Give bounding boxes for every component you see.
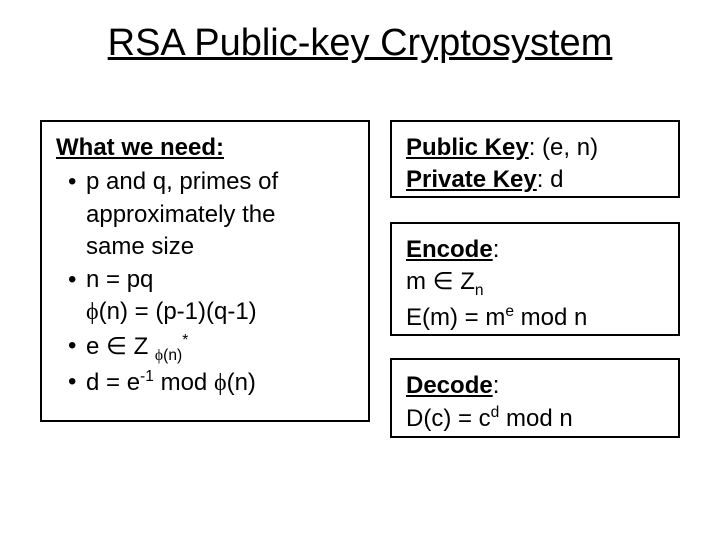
private-key-value: : d — [537, 166, 564, 193]
phi-eq: (n) = (p-1)(q-1) — [99, 298, 257, 325]
slide: RSA Public-key Cryptosystem What we need… — [0, 0, 720, 540]
encode-box: Encode: m ∈ Zn E(m) = me mod n — [390, 222, 680, 336]
phi-symbol-1: ϕ — [86, 299, 99, 325]
d-mid: mod — [154, 369, 214, 396]
need-item-primes: p and q, primes of approximately the sam… — [68, 166, 354, 263]
what-we-need-heading-text: What we need: — [56, 134, 224, 161]
decode-dc-pre: D(c) = c — [406, 405, 491, 432]
encode-label: Encode — [406, 236, 493, 263]
decode-heading: Decode: — [406, 370, 664, 402]
d-sup: -1 — [140, 368, 154, 385]
need-list: p and q, primes of approximately the sam… — [56, 166, 354, 296]
encode-em-pre: E(m) = m — [406, 304, 505, 331]
encode-elem: ∈ — [433, 269, 454, 295]
e-post: Z — [127, 333, 155, 360]
d-pre: d = e — [86, 369, 140, 396]
need-primes-line3: same size — [86, 233, 194, 260]
what-we-need-box: What we need: p and q, primes of approxi… — [40, 120, 370, 422]
encode-colon: : — [493, 236, 500, 263]
decode-dc-post: mod n — [499, 405, 572, 432]
slide-title: RSA Public-key Cryptosystem — [0, 22, 720, 65]
public-key-label: Public Key — [406, 134, 529, 161]
encode-m-post: Z — [454, 268, 475, 295]
encode-m-pre: m — [406, 268, 433, 295]
keys-box: Public Key: (e, n) Private Key: d — [390, 120, 680, 198]
encode-line2: E(m) = me mod n — [406, 301, 664, 334]
decode-box: Decode: D(c) = cd mod n — [390, 358, 680, 438]
need-primes-line1: p and q, primes of — [86, 168, 278, 195]
decode-line1: D(c) = cd mod n — [406, 402, 664, 435]
need-list-2: e ∈ Z ϕ(n)* d = e-1 mod ϕ(n) — [56, 330, 354, 399]
need-item-n: n = pq — [68, 264, 354, 296]
public-key-value: : (e, n) — [529, 134, 598, 161]
encode-heading: Encode: — [406, 234, 664, 266]
need-item-e: e ∈ Z ϕ(n)* — [68, 330, 354, 366]
d-post: (n) — [227, 369, 256, 396]
e-sub: (n) — [163, 347, 182, 364]
element-symbol: ∈ — [106, 334, 127, 360]
what-we-need-heading: What we need: — [56, 132, 354, 164]
need-n-eq: n = pq — [86, 266, 153, 293]
encode-line1: m ∈ Zn — [406, 266, 664, 301]
phi-symbol-2: ϕ — [155, 347, 163, 364]
private-key-line: Private Key: d — [406, 164, 664, 196]
decode-label: Decode — [406, 372, 493, 399]
phi-symbol-3: ϕ — [214, 370, 227, 396]
private-key-label: Private Key — [406, 166, 537, 193]
encode-em-sup: e — [505, 303, 514, 320]
encode-m-sub: n — [475, 282, 484, 299]
encode-em-post: mod n — [514, 304, 587, 331]
e-pre: e — [86, 333, 106, 360]
public-key-line: Public Key: (e, n) — [406, 132, 664, 164]
need-primes-line2: approximately the — [86, 201, 275, 228]
e-star: * — [182, 332, 188, 349]
need-item-d: d = e-1 mod ϕ(n) — [68, 366, 354, 399]
decode-colon: : — [493, 372, 500, 399]
phi-line: ϕ(n) = (p-1)(q-1) — [56, 296, 354, 328]
